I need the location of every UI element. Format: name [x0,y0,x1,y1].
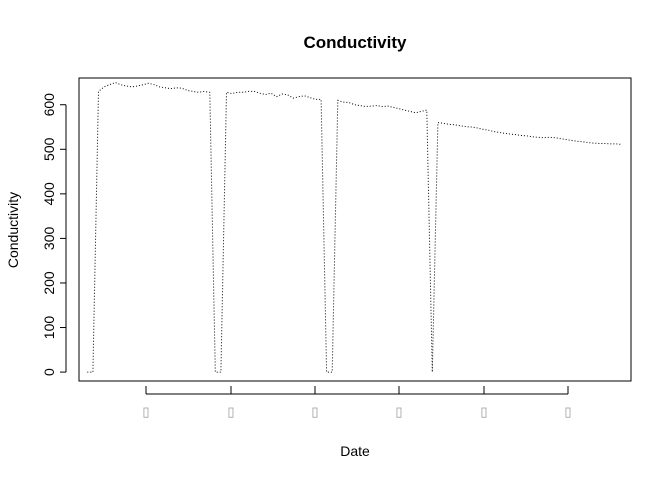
x-tick-label: ▯ [395,404,402,419]
plot-frame [78,77,632,382]
x-tick-label: ▯ [311,404,318,419]
y-tick-label: 0 [41,368,57,376]
x-tick-label: ▯ [480,404,487,419]
x-tick-label: ▯ [142,404,149,419]
x-tick-label: ▯ [564,404,571,419]
y-tick-label: 500 [41,137,57,161]
chart-title: Conductivity [304,33,407,52]
y-tick-label: 100 [41,316,57,340]
y-tick-label: 600 [41,93,57,117]
y-axis: 0 100 200 300 400 500 600 [41,93,67,376]
y-tick-label: 200 [41,271,57,295]
series-line [87,81,622,373]
x-axis-label: Date [340,443,370,459]
x-tick-label: ▯ [227,404,234,419]
y-axis-label: Conductivity [5,192,21,268]
x-axis: ▯ ▯ ▯ ▯ ▯ ▯ [142,386,572,419]
y-tick-label: 300 [41,227,57,251]
y-tick-label: 400 [41,182,57,206]
